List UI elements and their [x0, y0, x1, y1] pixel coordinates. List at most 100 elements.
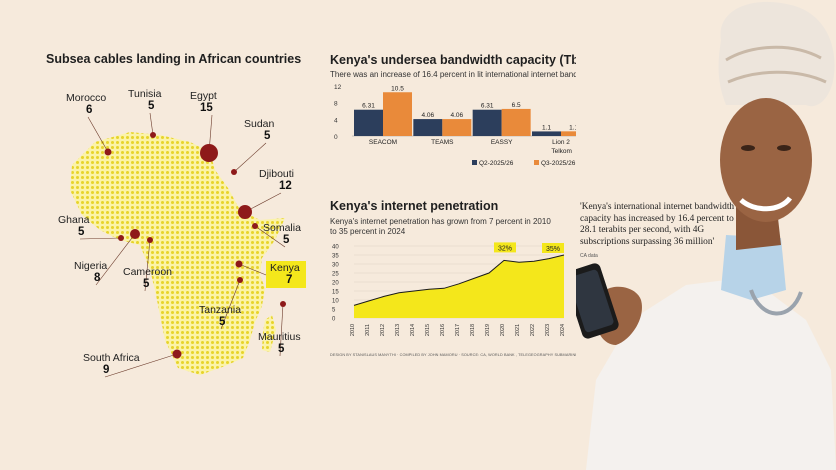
bar-value-label: 10.5 — [391, 85, 404, 92]
bar-value-label: 4.06 — [422, 112, 435, 119]
country-name: Ghana — [58, 214, 90, 226]
bar-eassy-q3 — [501, 108, 531, 136]
map-label-egypt: Egypt 15 — [190, 90, 217, 114]
country-name: Sudan — [244, 118, 275, 130]
leader-line-tanzania — [220, 279, 241, 330]
area-x-tick: 2023 — [545, 324, 551, 336]
legend-swatch-q3 — [534, 160, 539, 165]
cable-dot-cameroon — [147, 237, 153, 243]
area-y-tick: 40 — [332, 245, 339, 251]
area-line — [353, 254, 565, 306]
cable-count: 5 — [264, 130, 271, 142]
cable-dot-egypt — [200, 144, 218, 162]
map-label-tanzania: Tanzania 5 — [199, 304, 241, 328]
country-name: Cameroon — [123, 266, 173, 278]
bar-value-label: 1.12 — [569, 124, 582, 131]
country-name: Nigeria — [74, 260, 108, 272]
quote-text: 'Kenya's international internet bandwidt… — [580, 202, 735, 247]
cable-dot-sudan — [231, 169, 237, 175]
woman-with-phone-photo — [576, 0, 836, 470]
country-name: Kenya — [270, 262, 300, 274]
bar-lion-2-q3 — [561, 131, 590, 136]
africa-continent-shape — [70, 132, 285, 375]
callout-2024-box — [542, 243, 564, 253]
area-x-tick: 2012 — [380, 324, 386, 336]
penetration-subtitle-1: Kenya's internet penetration has grown f… — [330, 217, 551, 226]
legend-swatch-q2 — [472, 160, 477, 165]
map-label-morocco: Morocco 6 — [66, 92, 106, 116]
map-label-somalia: Somalia 5 — [263, 222, 301, 246]
area-y-tick: 35 — [332, 254, 339, 260]
legend-label: Q2-2025/26 — [479, 160, 514, 167]
callout-2020-box — [494, 242, 516, 253]
area-y-tick: 15 — [332, 290, 339, 296]
country-name: Tanzania — [199, 304, 242, 316]
area-fill — [354, 255, 564, 318]
cable-dot-djibouti — [238, 205, 252, 219]
area-x-tick: 2021 — [515, 324, 521, 336]
cable-count: 5 — [148, 100, 155, 112]
cable-count: 5 — [283, 234, 290, 246]
country-name: Somalia — [263, 222, 301, 234]
pull-quote: 'Kenya's international internet bandwidt… — [580, 202, 746, 263]
cable-dot-tunisia — [150, 132, 156, 138]
bar-value-label: 4.06 — [451, 112, 464, 119]
map-label-djibouti: Djibouti 12 — [259, 168, 294, 192]
area-x-tick: 2019 — [485, 324, 491, 336]
cable-count: 8 — [94, 272, 101, 284]
country-name: Morocco — [66, 92, 107, 104]
area-x-tick: 2024 — [560, 324, 566, 336]
area-y-tick: 5 — [332, 308, 336, 314]
leader-line-tunisia — [149, 112, 154, 136]
cable-count: 5 — [143, 278, 150, 290]
cable-dot-morocco — [104, 148, 112, 156]
bar-y-tick: 4 — [334, 117, 338, 124]
area-y-tick: 10 — [332, 299, 339, 305]
bar-category-label: Lion 2 — [552, 139, 570, 146]
bar-value-label: 6.31 — [362, 103, 375, 110]
area-x-tick: 2018 — [470, 324, 476, 336]
cable-dot-kenya — [235, 260, 243, 268]
callout-2020: 32% — [498, 245, 512, 252]
bar-y-tick: 8 — [334, 101, 338, 108]
area-y-tick: 20 — [332, 281, 339, 287]
cable-count: 5 — [219, 316, 226, 328]
cable-dot-somalia — [252, 223, 258, 229]
map-label-kenya: Kenya 7 — [266, 261, 306, 288]
area-x-tick: 2013 — [395, 324, 401, 336]
cable-count: 9 — [103, 364, 110, 376]
map-label-tunisia: Tunisia 5 — [128, 88, 161, 112]
bar-y-tick: 0 — [334, 134, 338, 141]
leader-line-morocco — [87, 116, 109, 153]
cable-dot-nigeria — [130, 229, 140, 239]
country-name: Egypt — [190, 90, 217, 102]
penetration-area-chart: 0 5 10 15 20 25 30 35 40 2010 2011 2012 2013 2014 2015… — [332, 242, 566, 336]
bar-teams-q2 — [413, 119, 443, 136]
area-x-tick: 2022 — [530, 324, 536, 336]
leader-line-sudan — [233, 142, 267, 173]
area-x-tick: 2010 — [350, 324, 356, 336]
map-label-ghana: Ghana 5 — [58, 214, 90, 238]
cable-count: 15 — [200, 102, 213, 114]
bar-y-tick: 12 — [334, 84, 342, 91]
cable-dot-south-africa — [172, 349, 182, 359]
map-label-cameroon: Cameroon 5 — [123, 266, 172, 290]
callout-2024: 35% — [546, 246, 560, 253]
bar-category-label: SEACOM — [369, 139, 397, 146]
penetration-title: Kenya's internet penetration — [330, 199, 499, 213]
bar-category-label: TEAMS — [431, 139, 454, 146]
africa-map — [70, 112, 294, 378]
leader-line-nigeria — [95, 233, 136, 286]
madagascar-shape — [262, 315, 276, 352]
bar-value-label: 1.1 — [542, 124, 551, 131]
leader-line-ghana — [79, 237, 122, 240]
leader-line-south-africa — [104, 353, 178, 378]
bar-category-label: EASSY — [491, 139, 513, 146]
bandwidth-title: Kenya's undersea bandwidth capacity (Tbp… — [330, 53, 598, 67]
cable-count: 12 — [279, 180, 292, 192]
cable-count: 5 — [278, 343, 285, 355]
leader-line-somalia — [254, 225, 286, 248]
quote-source: CA data — [580, 253, 598, 260]
penetration-subtitle-2: to 35 percent in 2024 — [330, 227, 406, 236]
area-x-tick: 2011 — [365, 324, 371, 336]
